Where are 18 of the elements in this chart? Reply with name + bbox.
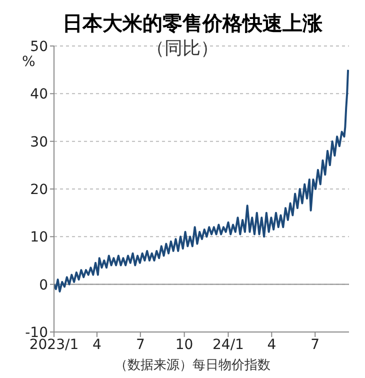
chart-title: 日本大米的零售价格快速上涨: [62, 10, 324, 37]
x-tick-label: 10: [175, 336, 194, 353]
y-tick-label: 40: [30, 86, 48, 103]
x-tick-label: 7: [136, 336, 145, 353]
x-tick-label: 7: [310, 336, 320, 353]
text: （数据来源）每日物价指数: [114, 357, 272, 374]
y-tick-label: 20: [30, 182, 48, 198]
chart-subtitle: （同比）: [146, 38, 218, 59]
x-tick-label: 4: [267, 336, 276, 353]
x-tick-label: 2023/1: [29, 336, 79, 353]
x-tick-label: 24/1: [212, 336, 244, 353]
y-tick-label: 0: [39, 277, 48, 294]
line-series: [54, 68, 349, 292]
y-tick-label: 50: [30, 38, 48, 55]
y-tick-label: 30: [30, 134, 48, 150]
y-tick-label: 10: [30, 230, 48, 246]
y-axis-title: %: [22, 54, 36, 70]
x-tick-label: 4: [92, 336, 102, 353]
